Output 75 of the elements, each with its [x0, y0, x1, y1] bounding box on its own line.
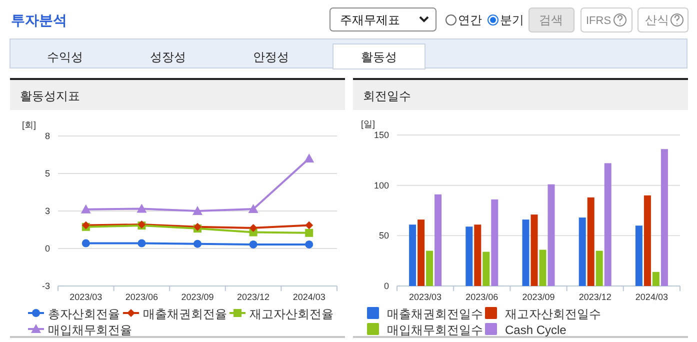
point: [305, 228, 314, 237]
bar: [539, 250, 546, 286]
x-tick-label: 2023/09: [181, 292, 214, 302]
bar: [596, 250, 603, 286]
bar: [578, 218, 586, 286]
bar: [548, 184, 555, 286]
legend-label: 매출채권회전일수: [387, 307, 483, 321]
text: 활동성: [361, 50, 397, 64]
y-tick-label: 5: [44, 168, 50, 178]
x-tick-label: 2024/03: [635, 292, 668, 302]
y-tick-label: 0: [44, 244, 50, 254]
x-tick-label: 2023/06: [125, 292, 158, 302]
chart-title: 회전일수: [363, 89, 411, 103]
bar: [522, 220, 530, 286]
y-axis-title: [회]: [22, 120, 36, 130]
x-tick-label: 2023/06: [466, 292, 498, 302]
chart-title: 활동성지표: [20, 89, 80, 103]
legend-label: 매출채권회전율: [143, 307, 227, 321]
legend-label: 총자산회전율: [48, 307, 120, 321]
y-tick-label: 8: [44, 131, 50, 141]
bar: [587, 197, 594, 286]
bar: [491, 199, 498, 286]
y-tick-label: 150: [374, 130, 389, 140]
y-tick-label: 100: [374, 180, 389, 190]
x-tick-label: 2023/03: [70, 292, 102, 302]
y-tick-label: 3: [44, 206, 50, 216]
text: 성장성: [150, 50, 186, 64]
point: [138, 239, 146, 248]
y-tick-label: 50: [378, 230, 389, 241]
text: 주재무제표: [340, 13, 400, 27]
legend-label: Cash Cycle: [505, 323, 567, 337]
point: [305, 221, 314, 230]
bar: [426, 250, 434, 286]
point: [305, 240, 314, 248]
point: [136, 204, 147, 213]
bar: [434, 194, 442, 286]
bar: [530, 214, 538, 286]
x-tick-label: 2023/12: [578, 292, 612, 302]
bar: [652, 272, 660, 286]
text: 검색: [539, 13, 563, 27]
text: 안정성: [253, 50, 289, 64]
y-tick-label: -3: [42, 281, 50, 291]
point: [82, 239, 90, 248]
y-tick-label: 0: [384, 281, 389, 291]
text: 투자분석: [11, 12, 67, 28]
y-axis-title: [일]: [361, 119, 376, 129]
bar: [660, 149, 668, 286]
x-tick-label: 2024/03: [292, 292, 326, 302]
text: IFRS: [586, 15, 612, 27]
point: [249, 240, 258, 248]
legend-label: 재고자산회전율: [250, 307, 334, 321]
bar: [635, 226, 642, 286]
x-tick-label: 2023/03: [409, 292, 442, 302]
bar: [644, 195, 651, 286]
text: 분기: [500, 13, 524, 27]
point: [194, 240, 202, 248]
point: [304, 154, 314, 162]
text: 수익성: [47, 50, 83, 64]
x-tick-label: 2023/09: [522, 292, 555, 302]
bar: [474, 224, 482, 286]
text: 산식: [645, 13, 669, 27]
point: [249, 224, 258, 232]
bar: [409, 224, 416, 286]
bar: [418, 220, 425, 286]
legend-label: 매입채무회전일수: [387, 323, 483, 337]
text: 연간: [458, 13, 482, 27]
point: [80, 204, 91, 214]
point: [192, 206, 202, 215]
x-tick-label: 2023/12: [237, 292, 270, 302]
bar: [482, 252, 490, 286]
bar: [604, 163, 612, 286]
legend-label: 매입채무회전율: [48, 323, 132, 337]
point: [248, 204, 258, 214]
legend-label: 재고자산회전일수: [505, 307, 601, 321]
bar: [466, 226, 473, 286]
